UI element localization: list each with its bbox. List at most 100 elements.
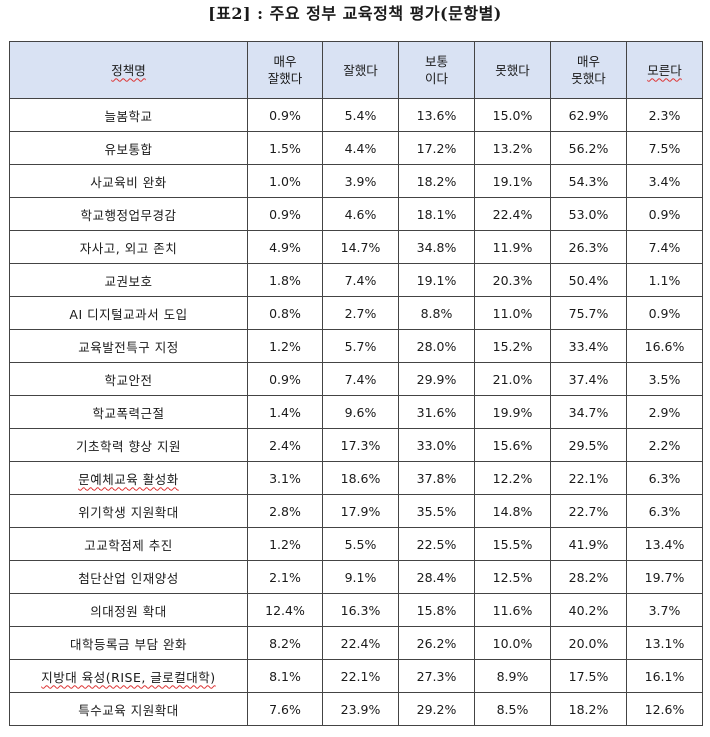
policy-name: 특수교육 지원확대 bbox=[78, 702, 179, 718]
percentage-cell: 56.2% bbox=[550, 131, 627, 165]
percentage-cell: 12.2% bbox=[474, 461, 551, 495]
percentage-cell: 4.6% bbox=[322, 197, 399, 231]
percentage-cell: 18.2% bbox=[550, 692, 627, 726]
table-row: 교권보호 1.8% 7.4% 19.1% 20.3% 50.4% 1.1% bbox=[9, 263, 703, 297]
percentage-cell: 29.2% bbox=[398, 692, 475, 726]
percentage-cell: 27.3% bbox=[398, 659, 475, 693]
percentage-cell: 10.0% bbox=[474, 626, 551, 660]
table-row: 교육발전특구 지정 1.2% 5.7% 28.0% 15.2% 33.4% 16.6% bbox=[9, 329, 703, 363]
percentage-cell: 1.2% bbox=[247, 329, 323, 363]
percentage-cell: 29.9% bbox=[398, 362, 475, 396]
column-header-label-line: 매우 bbox=[576, 54, 600, 69]
percentage-cell: 17.2% bbox=[398, 131, 475, 165]
policy-name: 학교안전 bbox=[104, 372, 153, 388]
percentage-cell: 1.0% bbox=[247, 164, 323, 198]
percentage-cell: 22.5% bbox=[398, 527, 475, 561]
policy-name-cell: 고교학점제 추진 bbox=[9, 527, 248, 561]
column-header-label-line: 못했다 bbox=[571, 71, 606, 86]
policy-name: 유보통합 bbox=[104, 141, 153, 157]
table-row: 대학등록금 부담 완화 8.2% 22.4% 26.2% 10.0% 20.0% 13.1% bbox=[9, 626, 703, 660]
column-header-label: 정책명 bbox=[111, 62, 146, 78]
policy-name: AI 디지털교과서 도입 bbox=[69, 306, 188, 322]
percentage-cell: 16.6% bbox=[626, 329, 703, 363]
header-row: 정책명 매우 잘했다 잘했다 보통 이다 못했다 매우 못했다 모른다 bbox=[9, 41, 703, 99]
table-row: AI 디지털교과서 도입 0.8% 2.7% 8.8% 11.0% 75.7% 0.9% bbox=[9, 296, 703, 330]
percentage-cell: 5.7% bbox=[322, 329, 399, 363]
percentage-cell: 4.4% bbox=[322, 131, 399, 165]
percentage-cell: 12.4% bbox=[247, 593, 323, 627]
policy-name-cell: 첨단산업 인재양성 bbox=[9, 560, 248, 594]
policy-name-cell: 늘봄학교 bbox=[9, 98, 248, 132]
column-header-very-good: 매우 잘했다 bbox=[247, 41, 323, 99]
percentage-cell: 22.1% bbox=[322, 659, 399, 693]
percentage-cell: 13.2% bbox=[474, 131, 551, 165]
policy-name-cell: 위기학생 지원확대 bbox=[9, 494, 248, 528]
percentage-cell: 2.8% bbox=[247, 494, 323, 528]
policy-name-cell: 학교행정업무경감 bbox=[9, 197, 248, 231]
percentage-cell: 34.7% bbox=[550, 395, 627, 429]
percentage-cell: 1.2% bbox=[247, 527, 323, 561]
policy-name-cell: 문예체교육 활성화 bbox=[9, 461, 248, 495]
percentage-cell: 50.4% bbox=[550, 263, 627, 297]
percentage-cell: 19.9% bbox=[474, 395, 551, 429]
policy-name: 지방대 육성(RISE, 글로컬대학) bbox=[41, 669, 216, 685]
percentage-cell: 26.2% bbox=[398, 626, 475, 660]
percentage-cell: 14.8% bbox=[474, 494, 551, 528]
percentage-cell: 7.5% bbox=[626, 131, 703, 165]
policy-name-cell: 대학등록금 부담 완화 bbox=[9, 626, 248, 660]
percentage-cell: 14.7% bbox=[322, 230, 399, 264]
percentage-cell: 2.9% bbox=[626, 395, 703, 429]
percentage-cell: 7.4% bbox=[626, 230, 703, 264]
percentage-cell: 0.9% bbox=[247, 98, 323, 132]
policy-name-cell: 교권보호 bbox=[9, 263, 248, 297]
policy-name: 교권보호 bbox=[104, 273, 153, 289]
table-row: 문예체교육 활성화 3.1% 18.6% 37.8% 12.2% 22.1% 6.3% bbox=[9, 461, 703, 495]
table-row: 지방대 육성(RISE, 글로컬대학) 8.1% 22.1% 27.3% 8.9% 17.… bbox=[9, 659, 703, 693]
percentage-cell: 15.8% bbox=[398, 593, 475, 627]
column-header-bad: 못했다 bbox=[474, 41, 551, 99]
percentage-cell: 29.5% bbox=[550, 428, 627, 462]
percentage-cell: 21.0% bbox=[474, 362, 551, 396]
percentage-cell: 4.9% bbox=[247, 230, 323, 264]
percentage-cell: 9.6% bbox=[322, 395, 399, 429]
percentage-cell: 28.4% bbox=[398, 560, 475, 594]
percentage-cell: 13.6% bbox=[398, 98, 475, 132]
percentage-cell: 22.4% bbox=[322, 626, 399, 660]
percentage-cell: 53.0% bbox=[550, 197, 627, 231]
percentage-cell: 13.4% bbox=[626, 527, 703, 561]
percentage-cell: 19.7% bbox=[626, 560, 703, 594]
policy-name-cell: 교육발전특구 지정 bbox=[9, 329, 248, 363]
percentage-cell: 22.1% bbox=[550, 461, 627, 495]
percentage-cell: 17.5% bbox=[550, 659, 627, 693]
percentage-cell: 22.7% bbox=[550, 494, 627, 528]
percentage-cell: 0.8% bbox=[247, 296, 323, 330]
percentage-cell: 7.6% bbox=[247, 692, 323, 726]
percentage-cell: 1.4% bbox=[247, 395, 323, 429]
policy-name: 첨단산업 인재양성 bbox=[78, 570, 179, 586]
percentage-cell: 41.9% bbox=[550, 527, 627, 561]
column-header-label-line: 이다 bbox=[424, 71, 448, 86]
policy-name-cell: AI 디지털교과서 도입 bbox=[9, 296, 248, 330]
table-row: 자사고, 외고 존치 4.9% 14.7% 34.8% 11.9% 26.3% 7.4% bbox=[9, 230, 703, 264]
policy-name-cell: 자사고, 외고 존치 bbox=[9, 230, 248, 264]
percentage-cell: 16.1% bbox=[626, 659, 703, 693]
percentage-cell: 23.9% bbox=[322, 692, 399, 726]
percentage-cell: 11.9% bbox=[474, 230, 551, 264]
percentage-cell: 1.5% bbox=[247, 131, 323, 165]
percentage-cell: 3.5% bbox=[626, 362, 703, 396]
percentage-cell: 8.2% bbox=[247, 626, 323, 660]
policy-name: 학교폭력근절 bbox=[92, 405, 165, 421]
policy-name: 학교행정업무경감 bbox=[80, 207, 177, 223]
policy-name: 의대정원 확대 bbox=[90, 603, 167, 619]
percentage-cell: 22.4% bbox=[474, 197, 551, 231]
table-row: 학교행정업무경감 0.9% 4.6% 18.1% 22.4% 53.0% 0.9% bbox=[9, 197, 703, 231]
percentage-cell: 6.3% bbox=[626, 494, 703, 528]
percentage-cell: 28.2% bbox=[550, 560, 627, 594]
table-row: 기초학력 향상 지원 2.4% 17.3% 33.0% 15.6% 29.5% 2.2% bbox=[9, 428, 703, 462]
percentage-cell: 3.4% bbox=[626, 164, 703, 198]
policy-name-cell: 특수교육 지원확대 bbox=[9, 692, 248, 726]
percentage-cell: 20.0% bbox=[550, 626, 627, 660]
percentage-cell: 12.5% bbox=[474, 560, 551, 594]
percentage-cell: 28.0% bbox=[398, 329, 475, 363]
percentage-cell: 0.9% bbox=[626, 197, 703, 231]
